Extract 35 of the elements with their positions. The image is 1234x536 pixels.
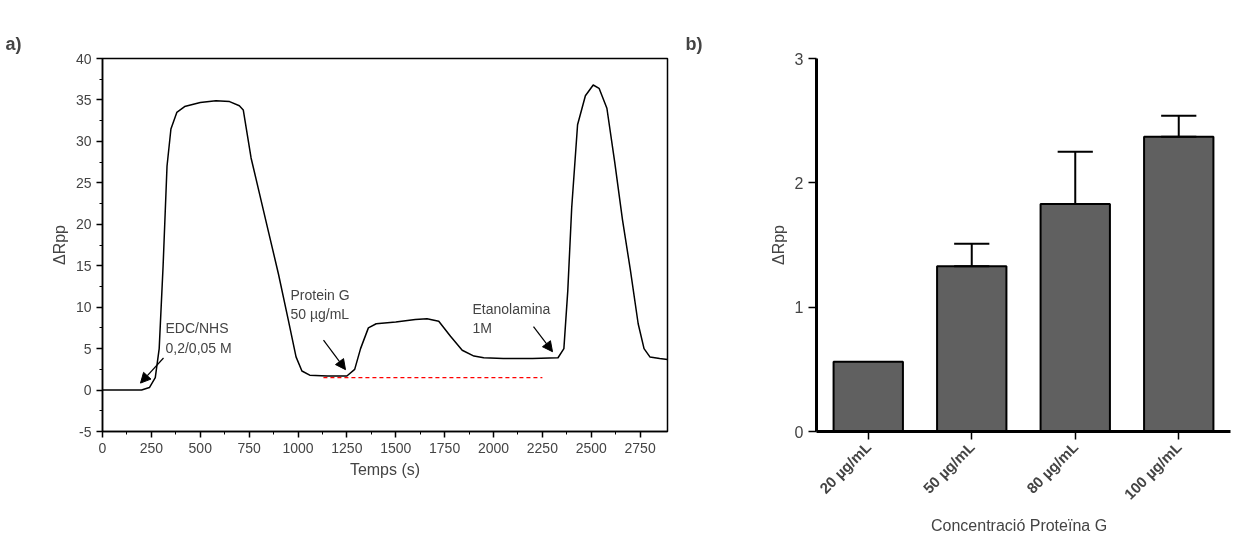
x-tick-label: 750: [237, 439, 262, 456]
y-tick-label: 20: [75, 216, 92, 233]
y-tick-label: 1: [794, 299, 804, 317]
x-tick-label: 2250: [526, 439, 559, 456]
y-axis-title: ΔRpp: [50, 224, 68, 266]
annotation: Protein G 50 µg/mL: [290, 287, 350, 323]
x-tick-label: 2750: [624, 439, 656, 456]
y-tick-label: 10: [75, 299, 92, 316]
x-tick-label: 2500: [575, 439, 608, 456]
y-tick-label: 35: [75, 91, 92, 108]
x-axis-title: Temps (s): [349, 460, 421, 478]
x-tick-label: 250: [139, 439, 164, 456]
y-tick-label: 0: [794, 423, 804, 441]
chart-title: b): [685, 33, 703, 54]
y-tick-label: 15: [75, 257, 92, 274]
x-axis-title: Concentració Proteïna G: [931, 516, 1108, 534]
y-axis-title: ΔRpp: [769, 224, 787, 266]
annotation: EDC/NHS 0,2/0,05 M: [165, 320, 232, 356]
annotation: Etanolamina 1M: [472, 300, 551, 336]
y-tick-label: 30: [75, 133, 92, 150]
chart-title: a): [5, 33, 22, 54]
x-tick-label: 1500: [380, 439, 412, 456]
y-tick-label: 40: [75, 50, 92, 67]
y-tick-label: 2: [794, 174, 804, 192]
x-tick-label: 500: [188, 439, 213, 456]
y-tick-label: -5: [79, 423, 92, 440]
y-tick-label: 3: [794, 50, 804, 68]
x-tick-label: 1000: [282, 439, 314, 456]
x-tick-label: 1250: [331, 439, 363, 456]
y-tick-label: 25: [75, 174, 92, 191]
y-tick-label: 5: [83, 340, 92, 357]
x-tick-label: 1750: [429, 439, 461, 456]
x-tick-label: 0: [98, 439, 107, 456]
y-tick-label: 0: [83, 382, 92, 399]
x-tick-label: 2000: [477, 439, 510, 456]
